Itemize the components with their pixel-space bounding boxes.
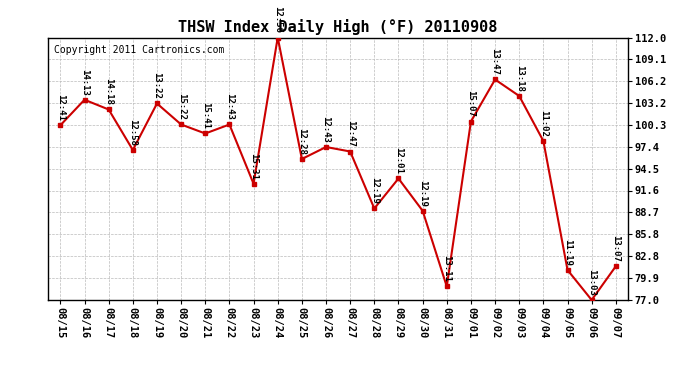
Title: THSW Index Daily High (°F) 20110908: THSW Index Daily High (°F) 20110908 xyxy=(179,19,497,35)
Text: 11:19: 11:19 xyxy=(563,239,572,266)
Text: 13:03: 13:03 xyxy=(587,269,596,296)
Text: 15:07: 15:07 xyxy=(466,90,475,117)
Text: 14:18: 14:18 xyxy=(104,78,113,105)
Text: 12:19: 12:19 xyxy=(418,180,427,207)
Text: 12:43: 12:43 xyxy=(225,93,234,120)
Text: 13:11: 13:11 xyxy=(442,255,451,282)
Text: 12:47: 12:47 xyxy=(346,120,355,147)
Text: 15:31: 15:31 xyxy=(249,153,258,180)
Text: 12:58: 12:58 xyxy=(128,119,137,146)
Text: 12:43: 12:43 xyxy=(322,116,331,143)
Text: 12:28: 12:28 xyxy=(297,128,306,155)
Text: 13:22: 13:22 xyxy=(152,72,161,99)
Text: 15:41: 15:41 xyxy=(201,102,210,129)
Text: 15:22: 15:22 xyxy=(177,93,186,120)
Text: 13:07: 13:07 xyxy=(611,235,620,262)
Text: 13:47: 13:47 xyxy=(491,48,500,75)
Text: 14:13: 14:13 xyxy=(80,69,89,96)
Text: 12:19: 12:19 xyxy=(370,177,379,204)
Text: 13:18: 13:18 xyxy=(515,65,524,92)
Text: 12:56: 12:56 xyxy=(273,6,282,33)
Text: 11:02: 11:02 xyxy=(539,110,548,137)
Text: 12:01: 12:01 xyxy=(394,147,403,174)
Text: Copyright 2011 Cartronics.com: Copyright 2011 Cartronics.com xyxy=(54,45,224,56)
Text: 12:41: 12:41 xyxy=(56,94,65,121)
